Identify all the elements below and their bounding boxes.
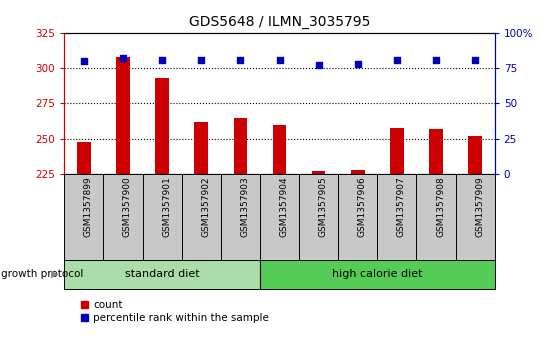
Text: ▶: ▶: [50, 269, 58, 279]
Bar: [429, 129, 443, 174]
Text: GSM1357905: GSM1357905: [319, 176, 328, 237]
Point: [79, 58, 88, 64]
Bar: [195, 122, 208, 174]
Bar: [351, 170, 364, 174]
Legend: count, percentile rank within the sample: count, percentile rank within the sample: [80, 300, 269, 323]
Point: [197, 57, 206, 62]
Text: GSM1357904: GSM1357904: [280, 176, 288, 237]
Text: GSM1357900: GSM1357900: [123, 176, 132, 237]
Point: [314, 62, 323, 68]
Point: [353, 61, 362, 67]
Bar: [390, 127, 404, 174]
Point: [432, 57, 440, 62]
Point: [236, 57, 245, 62]
Bar: [234, 118, 247, 174]
Text: GDS5648 / ILMN_3035795: GDS5648 / ILMN_3035795: [189, 15, 370, 29]
Point: [392, 57, 401, 62]
Text: GSM1357908: GSM1357908: [436, 176, 445, 237]
Bar: [260, 260, 495, 289]
Bar: [312, 171, 325, 174]
Text: GSM1357909: GSM1357909: [475, 176, 484, 237]
Point: [119, 55, 127, 61]
Text: high calorie diet: high calorie diet: [332, 269, 423, 279]
Text: GSM1357903: GSM1357903: [240, 176, 249, 237]
Text: standard diet: standard diet: [125, 269, 200, 279]
Point: [471, 57, 480, 62]
Bar: [155, 78, 169, 174]
Bar: [468, 136, 482, 174]
Point: [275, 57, 284, 62]
Text: GSM1357906: GSM1357906: [358, 176, 367, 237]
Text: GSM1357901: GSM1357901: [162, 176, 171, 237]
Text: GSM1357902: GSM1357902: [201, 176, 210, 237]
Text: GSM1357899: GSM1357899: [84, 176, 93, 237]
Bar: [116, 57, 130, 174]
Point: [158, 57, 167, 62]
Text: GSM1357907: GSM1357907: [397, 176, 406, 237]
Text: growth protocol: growth protocol: [1, 269, 83, 279]
Bar: [77, 142, 91, 174]
Bar: [273, 125, 286, 174]
Bar: [64, 260, 260, 289]
